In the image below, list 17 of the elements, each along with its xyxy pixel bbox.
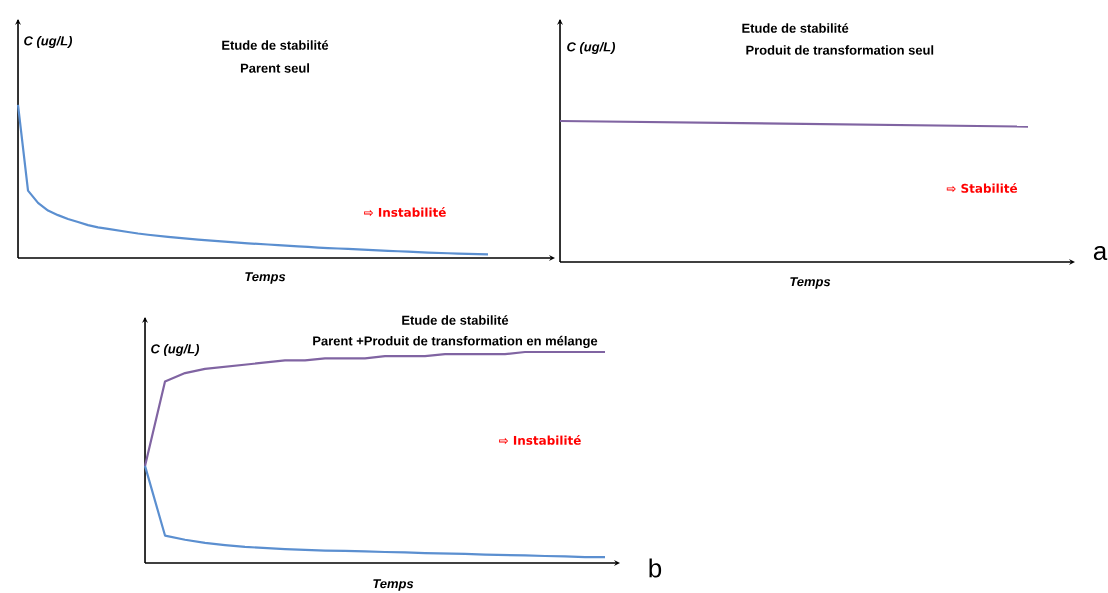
chart-subtitle: Parent +Produit de transformation en mélange xyxy=(313,335,598,349)
chart-title: Etude de stabilité xyxy=(222,40,329,50)
x-axis-title: Temps xyxy=(373,579,414,591)
x-axis-title: Temps xyxy=(790,277,831,289)
y-axis-title: C (ug/L) xyxy=(24,35,73,49)
annotation: ⇨ Stabilité xyxy=(946,183,1018,193)
chart-title: Etude de stabilité xyxy=(402,315,509,325)
chart-subtitle: Produit de transformation seul xyxy=(746,45,934,55)
x-axis-title: Temps xyxy=(245,272,286,284)
y-axis-title: C (ug/L) xyxy=(567,41,616,55)
annotation: ⇨ Instabilité xyxy=(364,207,446,217)
annotation: a xyxy=(1093,245,1108,261)
chart-subtitle: Parent seul xyxy=(240,63,309,73)
y-axis-title: C (ug/L) xyxy=(151,343,200,357)
annotation: ⇨ Instabilité xyxy=(499,435,581,445)
chart-title: Etude de stabilité xyxy=(742,23,849,33)
text: b xyxy=(649,558,662,578)
